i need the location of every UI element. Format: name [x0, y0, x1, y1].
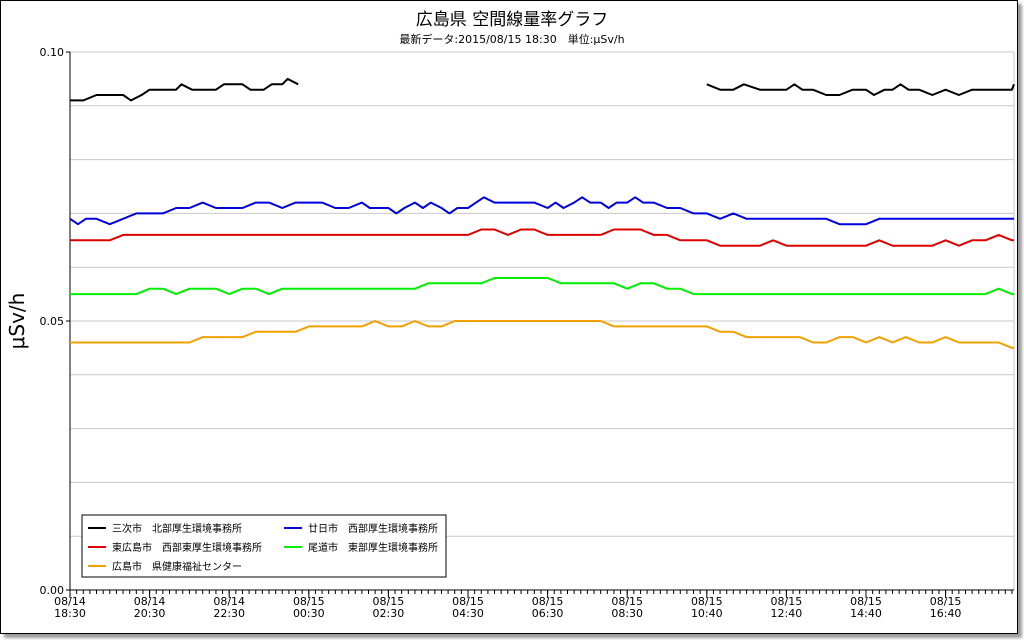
x-tick-date: 08/14	[54, 595, 86, 608]
series-line-0	[70, 77, 299, 102]
x-tick-date: 08/15	[691, 595, 723, 608]
series-line-0	[706, 83, 1015, 96]
legend-label: 広島市 県健康福祉センター	[112, 560, 242, 573]
x-tick-date: 08/15	[850, 595, 882, 608]
x-tick-time: 22:30	[213, 607, 245, 620]
legend-box	[81, 514, 447, 578]
chart-title: 広島県 空間線量率グラフ	[415, 10, 609, 30]
y-tick-label: 0.05	[40, 315, 65, 328]
x-tick-date: 08/14	[134, 595, 166, 608]
x-tick-date: 08/15	[293, 595, 325, 608]
series-layer	[69, 77, 1015, 349]
x-tick-time: 16:40	[930, 607, 962, 620]
chart-subtitle: 最新データ:2015/08/15 18:30 単位:μSv/h	[399, 33, 625, 46]
x-tick-date: 08/15	[930, 595, 962, 608]
series-line-2	[70, 228, 1014, 247]
x-tick-time: 10:40	[691, 607, 723, 620]
series-line-3	[70, 277, 1014, 296]
x-tick-date: 08/15	[611, 595, 643, 608]
x-tick-date: 08/15	[452, 595, 484, 608]
y-axis-title: μSv/h	[5, 293, 29, 350]
legend-label: 東広島市 西部東厚生環境事務所	[112, 541, 262, 554]
x-tick-time: 02:30	[373, 607, 405, 620]
x-tick-date: 08/15	[373, 595, 405, 608]
x-tick-time: 20:30	[134, 607, 166, 620]
x-tick-time: 06:30	[532, 607, 564, 620]
legend-label: 廿日市 西部厚生環境事務所	[308, 522, 438, 535]
legend-label: 尾道市 東部厚生環境事務所	[308, 541, 438, 554]
y-tick-label: 0.00	[40, 584, 65, 597]
x-tick-time: 14:40	[850, 607, 882, 620]
x-tick-time: 00:30	[293, 607, 325, 620]
x-tick-date: 08/15	[771, 595, 803, 608]
series-line-1	[69, 196, 1014, 226]
x-tick-time: 18:30	[54, 607, 86, 620]
legend-label: 三次市 北部厚生環境事務所	[112, 522, 242, 535]
axes: 0.000.050.10μSv/h08/1418:3008/1420:3008/…	[5, 46, 1015, 620]
y-tick-label: 0.10	[40, 46, 65, 59]
x-tick-date: 08/14	[213, 595, 245, 608]
x-tick-time: 12:40	[771, 607, 803, 620]
x-tick-date: 08/15	[532, 595, 564, 608]
x-tick-time: 04:30	[452, 607, 484, 620]
x-tick-time: 08:30	[611, 607, 643, 620]
series-line-4	[70, 320, 1014, 349]
